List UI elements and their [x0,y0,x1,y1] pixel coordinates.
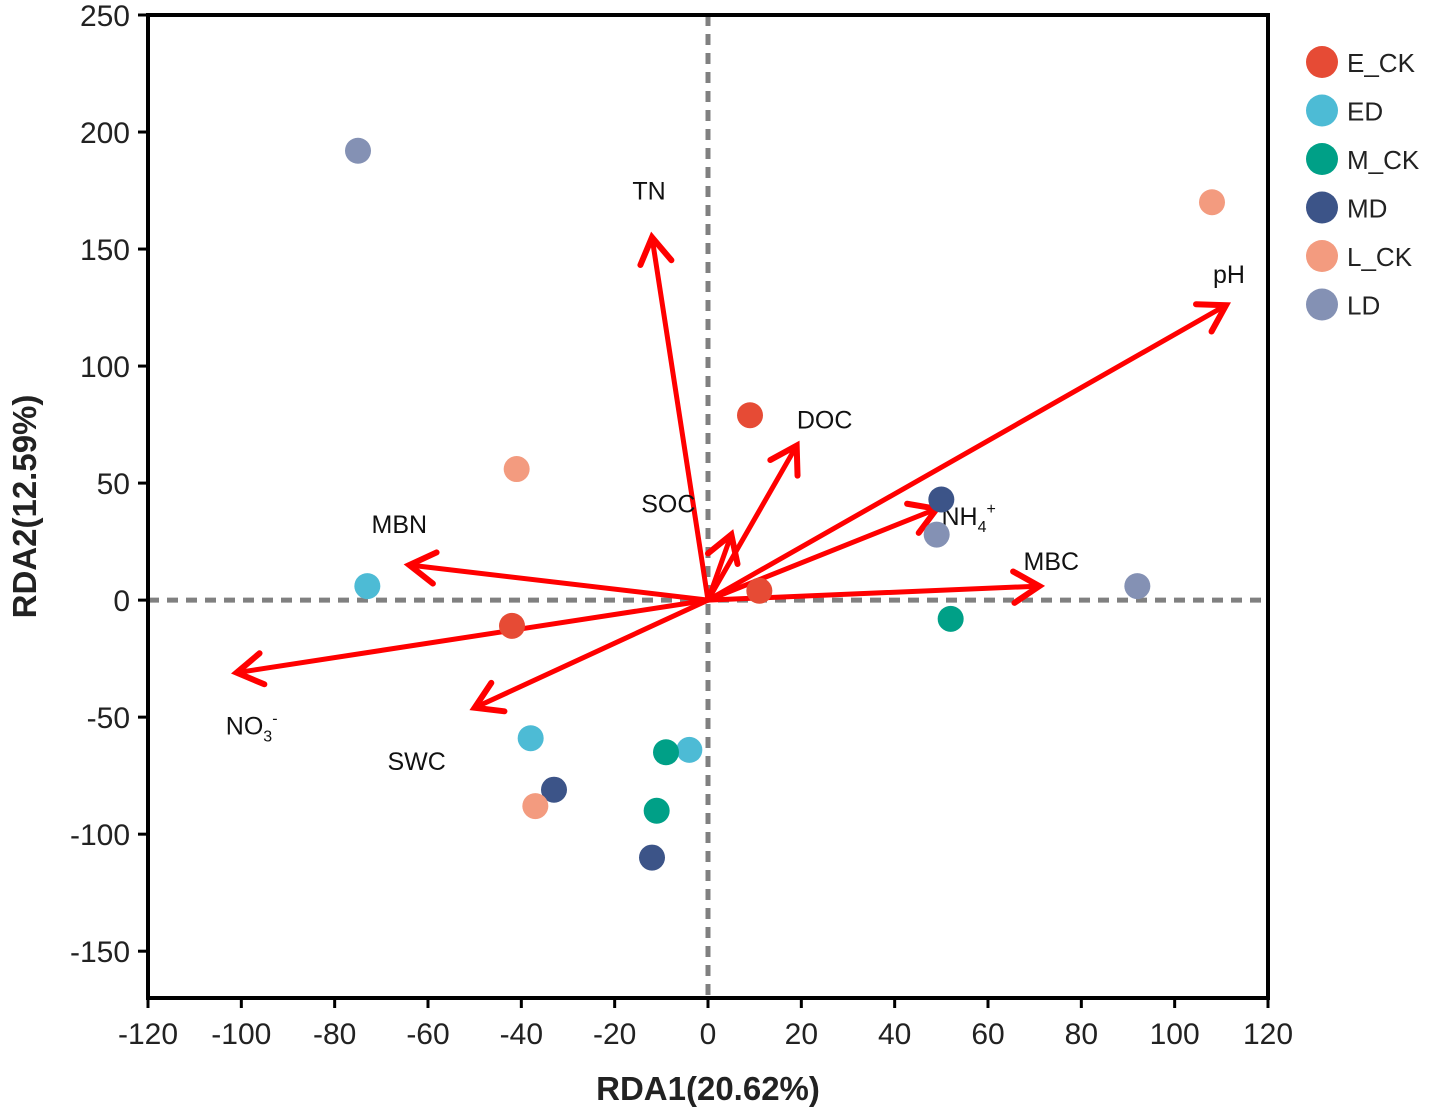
x-tick-label: 120 [1243,1018,1293,1051]
y-tick-label: -50 [87,702,130,735]
point-ed [354,573,381,600]
vector-soc-label: SOC [641,491,695,519]
vector-swc-arrowhead [469,679,508,715]
x-tick-label: 80 [1065,1018,1098,1051]
y-axis-ticks: -150 -100 -50 0 50 100 150 200 250 [70,0,148,969]
point-e-ck [746,577,773,604]
x-tick-label: -120 [118,1018,178,1051]
vector-mbc-label: MBC [1024,548,1080,576]
x-axis-title: RDA1(20.62%) [596,1070,820,1107]
plot-frame [146,13,1270,1000]
vector-tn-arrowhead [637,231,675,269]
vector-nh4-line [705,506,940,603]
x-axis-ticks: -120 -100 -80 -60 -40 -20 0 20 40 60 80 100 120 [118,998,1293,1051]
point-e-ck [499,612,525,639]
point-m-ck [643,797,670,824]
y-axis-title: RDA2(12.59%) [6,395,43,619]
legend-swatch-ed [1306,94,1338,127]
legend-swatch-ld [1306,288,1338,321]
x-tick-label: 100 [1150,1018,1200,1051]
y-tick-label: 250 [80,0,130,33]
y-tick-label: 150 [80,234,130,267]
vector-swc-label: SWC [388,748,446,776]
x-tick-label: -80 [313,1018,356,1051]
vector-tn-line [649,234,711,603]
legend-label-ld: LD [1347,291,1380,321]
y-tick-label: 0 [113,585,130,618]
legend-label-m-ck: M_CK [1347,145,1420,175]
legend: E_CK ED M_CK MD L_CK LD [1306,46,1420,321]
vector-no3-arrowhead [230,650,268,688]
vector-doc-line [705,443,800,603]
legend-swatch-l-ck [1306,240,1338,272]
x-tick-label: 20 [785,1018,818,1051]
sample-points [345,137,1225,871]
point-m-ck [937,605,964,632]
y-tick-label: 50 [97,468,130,501]
point-md [639,844,665,871]
vector-soc-line [705,532,734,603]
point-ld [345,137,371,164]
vector-no3-line [234,597,711,676]
point-l-ck [1199,189,1225,216]
y-tick-label: 100 [80,351,130,384]
legend-swatch-md [1306,191,1338,224]
vector-doc-label: DOC [797,407,853,435]
x-tick-label: -100 [211,1018,271,1051]
vector-ph-arrowhead [1193,301,1231,335]
y-tick-label: -100 [70,819,130,852]
vector-soc-arrowhead [704,529,741,567]
y-tick-label: -150 [70,936,130,969]
vector-mbn-arrowhead [403,549,440,587]
vector-doc-arrowhead [767,440,801,479]
vector-mbc-arrowhead [1010,568,1046,606]
point-ld [1124,573,1151,600]
vector-mbn-label: MBN [372,511,428,539]
legend-label-e-ck: E_CK [1347,48,1416,78]
legend-swatch-e-ck [1306,46,1338,78]
point-l-ck [503,456,530,483]
point-l-ck [522,793,549,820]
x-tick-label: -40 [500,1018,543,1051]
point-ed [517,725,544,752]
y-tick-label: 200 [80,117,130,150]
point-m-ck [653,739,679,766]
x-tick-label: -60 [406,1018,449,1051]
point-e-ck [737,402,763,429]
point-ed [676,736,703,763]
legend-swatch-m-ck [1306,143,1338,175]
vector-mbn-line [406,562,711,603]
x-tick-label: 60 [971,1018,1004,1051]
point-md [541,776,567,803]
vector-ph-line [705,302,1229,603]
point-md [928,486,955,513]
legend-label-md: MD [1347,194,1387,224]
x-tick-label: 0 [700,1018,717,1051]
x-tick-label: -20 [593,1018,636,1051]
vector-tn-label: TN [632,177,665,205]
reference-lines [148,15,1268,998]
vector-ph-label: pH [1213,261,1245,289]
vector-no3-label: NO3- [226,711,278,746]
legend-label-ed: ED [1347,97,1383,127]
environment-vectors [230,231,1231,715]
legend-label-l-ck: L_CK [1347,242,1413,272]
point-ld [923,521,950,548]
vector-swc-line [472,597,711,711]
x-tick-label: 40 [878,1018,911,1051]
